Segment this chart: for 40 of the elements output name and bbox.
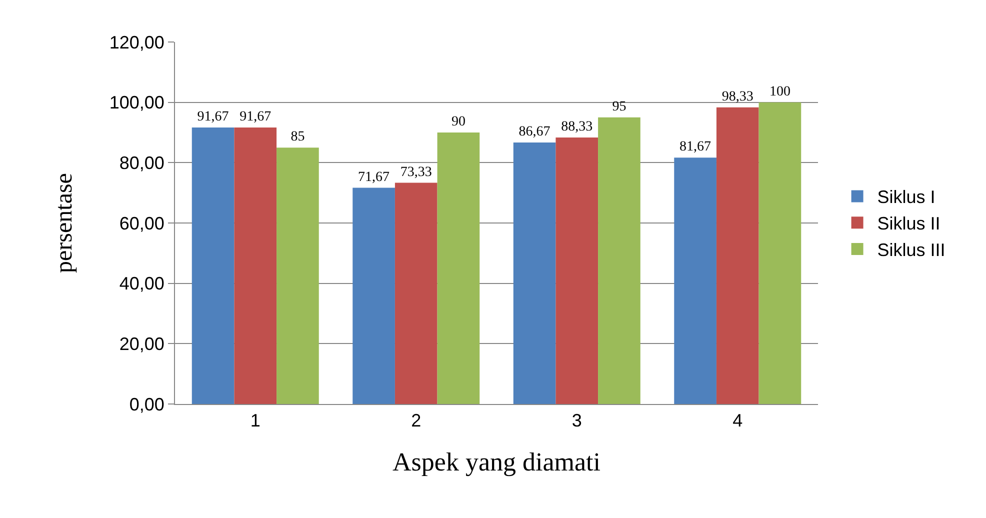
bar — [598, 117, 640, 404]
bar — [716, 107, 759, 404]
bar — [513, 142, 556, 404]
data-label: 100 — [769, 84, 790, 100]
bar — [556, 138, 598, 404]
data-label: 91,67 — [197, 109, 229, 124]
x-tick-label: 4 — [732, 410, 743, 431]
legend-label: Siklus I — [877, 187, 936, 208]
legend-label: Siklus III — [877, 240, 946, 260]
bar — [674, 158, 716, 404]
y-tick-label: 80,00 — [119, 152, 164, 173]
bar — [758, 102, 802, 404]
data-label: 95 — [612, 99, 626, 114]
bar — [394, 182, 438, 404]
bar — [276, 148, 319, 404]
y-tick-label: 100,00 — [109, 92, 164, 113]
data-label: 71,67 — [358, 170, 390, 185]
y-tick-label: 60,00 — [119, 213, 164, 234]
data-label: 81,67 — [680, 140, 712, 155]
x-tick-label: 2 — [411, 410, 422, 431]
data-label: 88,33 — [561, 120, 593, 135]
bar — [437, 132, 480, 404]
data-label: 73,33 — [400, 164, 432, 180]
x-tick-label: 3 — [572, 410, 582, 431]
bar — [352, 188, 395, 404]
data-label: 98,33 — [722, 89, 754, 104]
x-tick-label: 1 — [250, 410, 260, 431]
data-label: 91,67 — [240, 109, 272, 124]
y-tick-label: 120,00 — [109, 32, 164, 52]
x-axis-title: Aspek yang diamati — [392, 447, 600, 476]
data-label: 85 — [290, 130, 305, 145]
y-tick-label: 40,00 — [119, 274, 164, 294]
y-tick-label: 20,00 — [119, 334, 164, 354]
bar — [234, 127, 277, 404]
bar — [192, 127, 234, 404]
data-label: 86,67 — [518, 124, 550, 140]
legend-label: Siklus II — [877, 214, 940, 234]
y-tick-label: 0,00 — [129, 394, 164, 414]
data-label: 90 — [451, 114, 466, 130]
y-axis-title: persentase — [51, 173, 78, 273]
